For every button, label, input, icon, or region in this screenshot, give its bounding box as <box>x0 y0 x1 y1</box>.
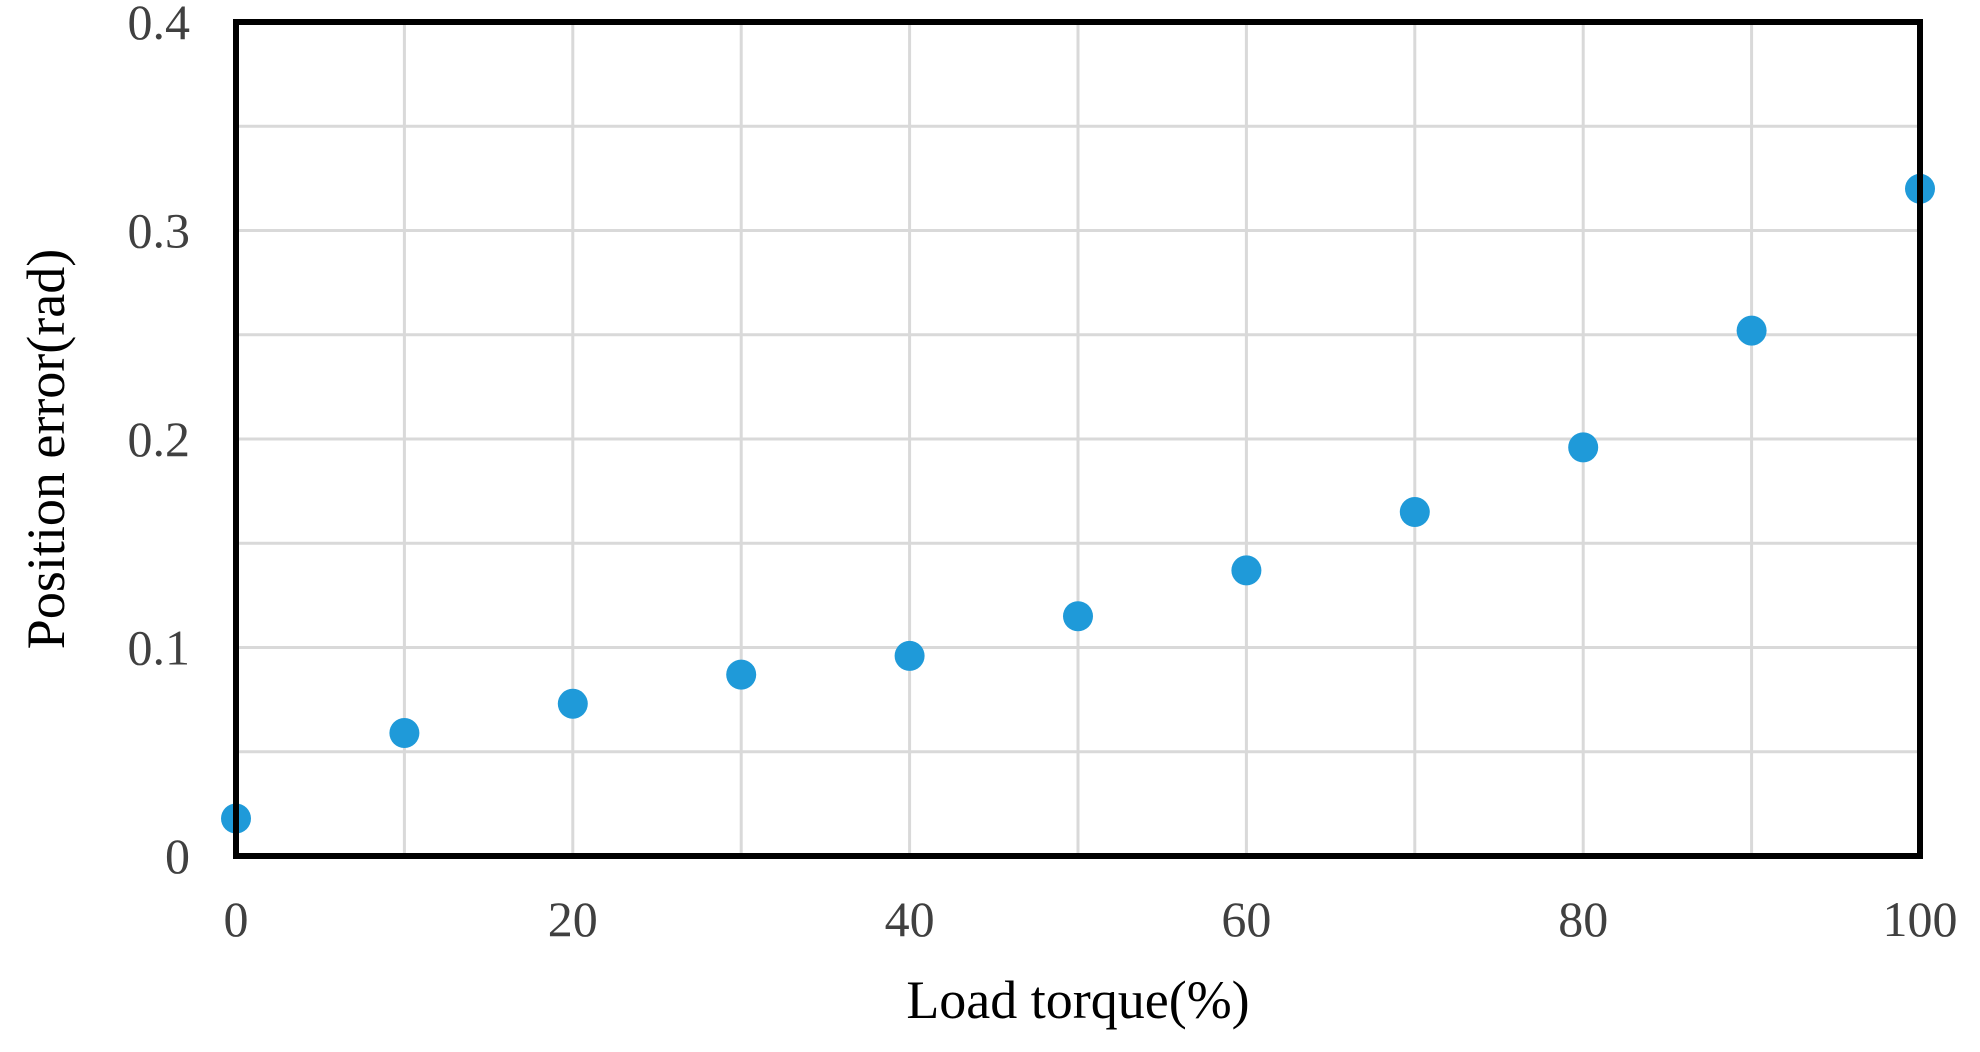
data-point <box>1399 496 1430 527</box>
y-tick-label: 0.3 <box>128 203 191 259</box>
y-tick-label: 0.1 <box>128 620 191 676</box>
plot-frame <box>233 19 1923 859</box>
x-tick-label: 0 <box>224 891 249 947</box>
x-tick-label: 20 <box>548 891 598 947</box>
data-points <box>221 173 1935 834</box>
y-tick-labels: 0 0.1 0.2 0.3 0.4 <box>128 0 191 884</box>
data-point <box>894 640 925 671</box>
x-tick-label: 40 <box>885 891 935 947</box>
y-tick-label: 0.2 <box>128 411 191 467</box>
x-tick-label: 60 <box>1221 891 1271 947</box>
data-point <box>557 688 588 719</box>
x-tick-label: 100 <box>1883 891 1958 947</box>
data-point <box>1736 315 1767 346</box>
y-axis-title: Position error(rad) <box>16 249 76 649</box>
data-point <box>1568 432 1599 463</box>
data-point <box>1063 601 1093 632</box>
x-tick-label: 80 <box>1558 891 1608 947</box>
x-axis-title: Load torque(%) <box>906 970 1249 1030</box>
data-point <box>726 659 757 690</box>
data-point <box>1231 555 1262 586</box>
data-point <box>389 717 420 748</box>
y-tick-label: 0 <box>165 828 190 884</box>
y-tick-label: 0.4 <box>128 0 191 50</box>
x-tick-labels: 0 20 40 60 80 100 <box>224 891 1958 947</box>
gridlines <box>234 20 1922 858</box>
